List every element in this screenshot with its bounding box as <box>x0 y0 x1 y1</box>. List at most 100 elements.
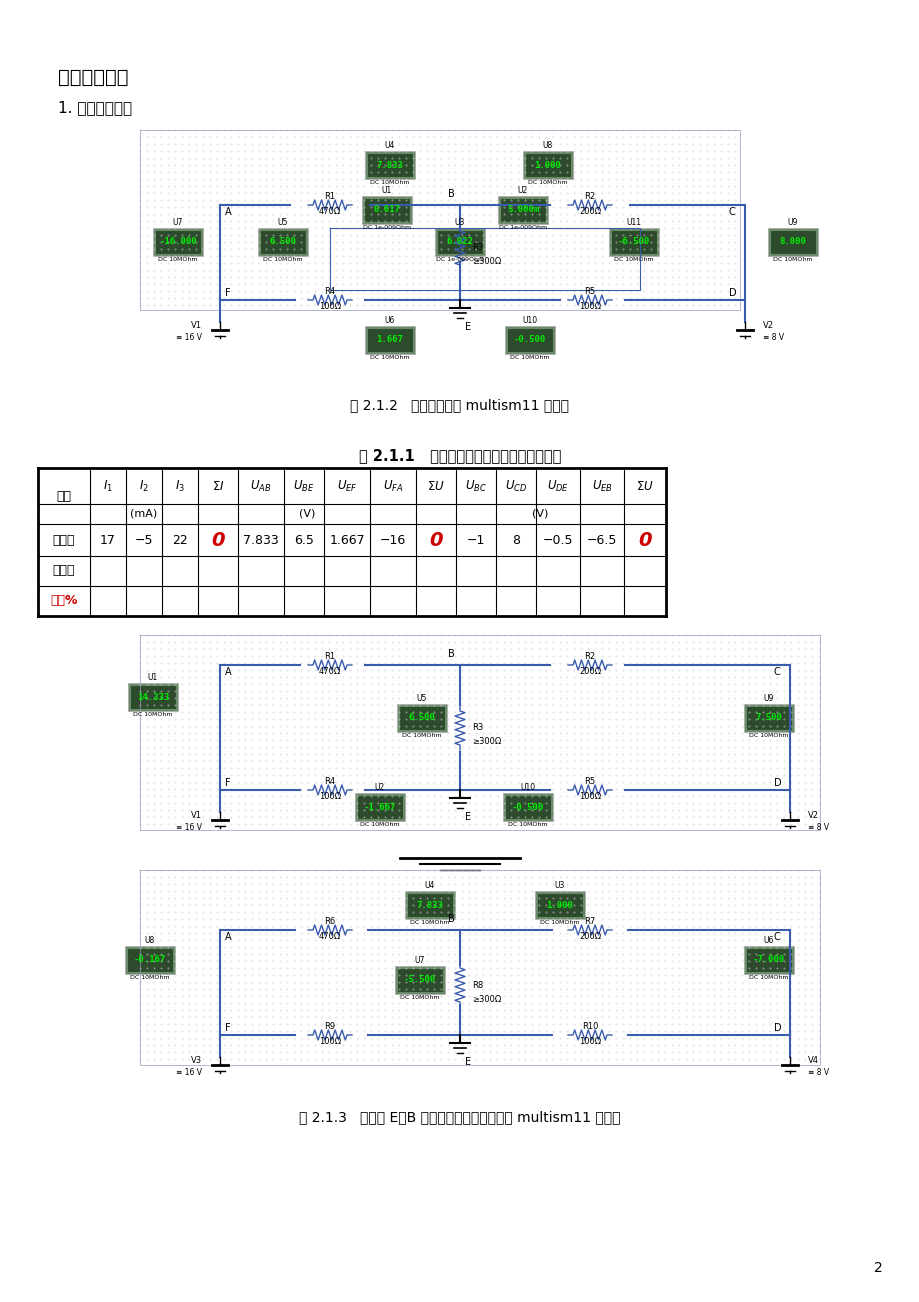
Text: ≡ 16 V: ≡ 16 V <box>176 1068 202 1077</box>
Text: U9: U9 <box>787 217 798 227</box>
Text: $I_1$: $I_1$ <box>103 478 113 493</box>
Text: ≡ 8 V: ≡ 8 V <box>807 1068 828 1077</box>
Text: 0: 0 <box>638 530 651 549</box>
Text: 0: 0 <box>429 530 442 549</box>
FancyBboxPatch shape <box>394 966 445 993</box>
Text: 1. 基本实验内容: 1. 基本实验内容 <box>58 100 132 115</box>
Text: 表 2.1.1   验证基尔霍夫定律数据记录及计算: 表 2.1.1 验证基尔霍夫定律数据记录及计算 <box>358 448 561 464</box>
Text: $U_{BE}$: $U_{BE}$ <box>293 478 314 493</box>
Text: V1: V1 <box>191 811 202 820</box>
FancyBboxPatch shape <box>355 793 404 822</box>
Text: U6: U6 <box>763 936 774 945</box>
Text: 100Ω: 100Ω <box>319 302 341 311</box>
Text: DC 10MOhm: DC 10MOhm <box>539 921 579 924</box>
Text: $U_{FA}$: $U_{FA}$ <box>382 478 403 493</box>
Text: −16: −16 <box>380 534 405 547</box>
Text: U6: U6 <box>384 316 395 326</box>
FancyBboxPatch shape <box>767 228 817 256</box>
FancyBboxPatch shape <box>404 891 455 919</box>
Text: U9: U9 <box>763 694 774 703</box>
Text: V3: V3 <box>190 1056 202 1065</box>
Text: 200Ω: 200Ω <box>578 207 600 216</box>
FancyBboxPatch shape <box>261 230 305 253</box>
FancyBboxPatch shape <box>156 230 199 253</box>
FancyBboxPatch shape <box>505 326 554 354</box>
Text: DC 10MOhm: DC 10MOhm <box>133 712 173 717</box>
Text: F: F <box>225 779 231 788</box>
Text: $U_{DE}$: $U_{DE}$ <box>546 478 569 493</box>
Text: -0.500: -0.500 <box>511 802 543 811</box>
Text: 100Ω: 100Ω <box>578 302 600 311</box>
Text: -0.167: -0.167 <box>134 956 166 965</box>
Text: D: D <box>773 779 781 788</box>
Text: U3: U3 <box>454 217 465 227</box>
FancyBboxPatch shape <box>526 154 570 176</box>
Text: $ΣI$: $ΣI$ <box>211 479 224 492</box>
Text: -0.500: -0.500 <box>514 336 546 345</box>
Text: 200Ω: 200Ω <box>578 932 600 941</box>
Text: U2: U2 <box>374 783 385 792</box>
Text: 7.833: 7.833 <box>376 160 403 169</box>
Text: DC 10MOhm: DC 10MOhm <box>410 921 449 924</box>
FancyBboxPatch shape <box>746 707 790 729</box>
Text: R4: R4 <box>324 286 335 296</box>
Text: F: F <box>225 1023 231 1032</box>
FancyBboxPatch shape <box>368 329 412 352</box>
Text: R9: R9 <box>324 1022 335 1031</box>
FancyBboxPatch shape <box>743 704 793 732</box>
Text: 7.500: 7.500 <box>754 713 781 723</box>
Text: DC 10MOhm: DC 10MOhm <box>748 733 788 738</box>
Text: R2: R2 <box>584 191 595 201</box>
FancyBboxPatch shape <box>538 894 582 917</box>
FancyBboxPatch shape <box>501 199 544 221</box>
Text: $I_2$: $I_2$ <box>139 478 149 493</box>
FancyBboxPatch shape <box>503 793 552 822</box>
Text: -16.000: -16.000 <box>159 237 197 246</box>
Text: DC 10MOhm: DC 10MOhm <box>507 822 547 827</box>
Text: 5.000m: 5.000m <box>506 206 539 215</box>
Text: $U_{BC}$: $U_{BC}$ <box>464 478 486 493</box>
Text: U7: U7 <box>173 217 183 227</box>
Text: −6.5: −6.5 <box>586 534 617 547</box>
Text: 6.500: 6.500 <box>408 713 435 723</box>
Text: E: E <box>464 1057 471 1068</box>
Text: V2: V2 <box>807 811 818 820</box>
Text: 8: 8 <box>512 534 519 547</box>
Text: B: B <box>448 648 454 659</box>
Text: ≡ 8 V: ≡ 8 V <box>807 823 828 832</box>
Text: ≡ 16 V: ≡ 16 V <box>176 823 202 832</box>
Text: DC 10MOhm: DC 10MOhm <box>369 180 409 185</box>
Text: 测量値: 测量値 <box>52 565 75 578</box>
Text: 100Ω: 100Ω <box>319 1036 341 1046</box>
Text: B: B <box>448 914 454 924</box>
Text: 200Ω: 200Ω <box>578 667 600 676</box>
Text: U5: U5 <box>278 217 288 227</box>
Text: 1.000: 1.000 <box>546 901 573 910</box>
Text: 7.833: 7.833 <box>243 534 278 547</box>
FancyBboxPatch shape <box>400 707 444 729</box>
Text: U8: U8 <box>542 141 552 150</box>
Text: 100Ω: 100Ω <box>319 792 341 801</box>
Text: 470Ω: 470Ω <box>319 932 341 941</box>
Text: $U_{CD}$: $U_{CD}$ <box>505 478 527 493</box>
Text: B: B <box>448 189 454 199</box>
Text: F: F <box>225 288 231 298</box>
Text: U3: U3 <box>554 881 564 891</box>
Text: U1: U1 <box>381 186 391 195</box>
Text: 100Ω: 100Ω <box>578 792 600 801</box>
FancyBboxPatch shape <box>368 154 412 176</box>
Text: R3: R3 <box>471 243 482 253</box>
Text: DC 10MOhm: DC 10MOhm <box>510 355 550 359</box>
Text: C: C <box>728 207 735 217</box>
Text: D: D <box>728 288 736 298</box>
Text: DC 10MOhm: DC 10MOhm <box>614 256 653 262</box>
Text: DC 10MOhm: DC 10MOhm <box>400 995 439 1000</box>
Text: 仿真値: 仿真値 <box>52 534 75 547</box>
Text: R10: R10 <box>581 1022 597 1031</box>
Text: U5: U5 <box>416 694 426 703</box>
FancyBboxPatch shape <box>535 891 584 919</box>
Text: ≥300Ω: ≥300Ω <box>471 258 501 267</box>
Text: −5: −5 <box>134 534 153 547</box>
Text: U10: U10 <box>520 783 535 792</box>
Text: 6.022: 6.022 <box>446 237 473 246</box>
